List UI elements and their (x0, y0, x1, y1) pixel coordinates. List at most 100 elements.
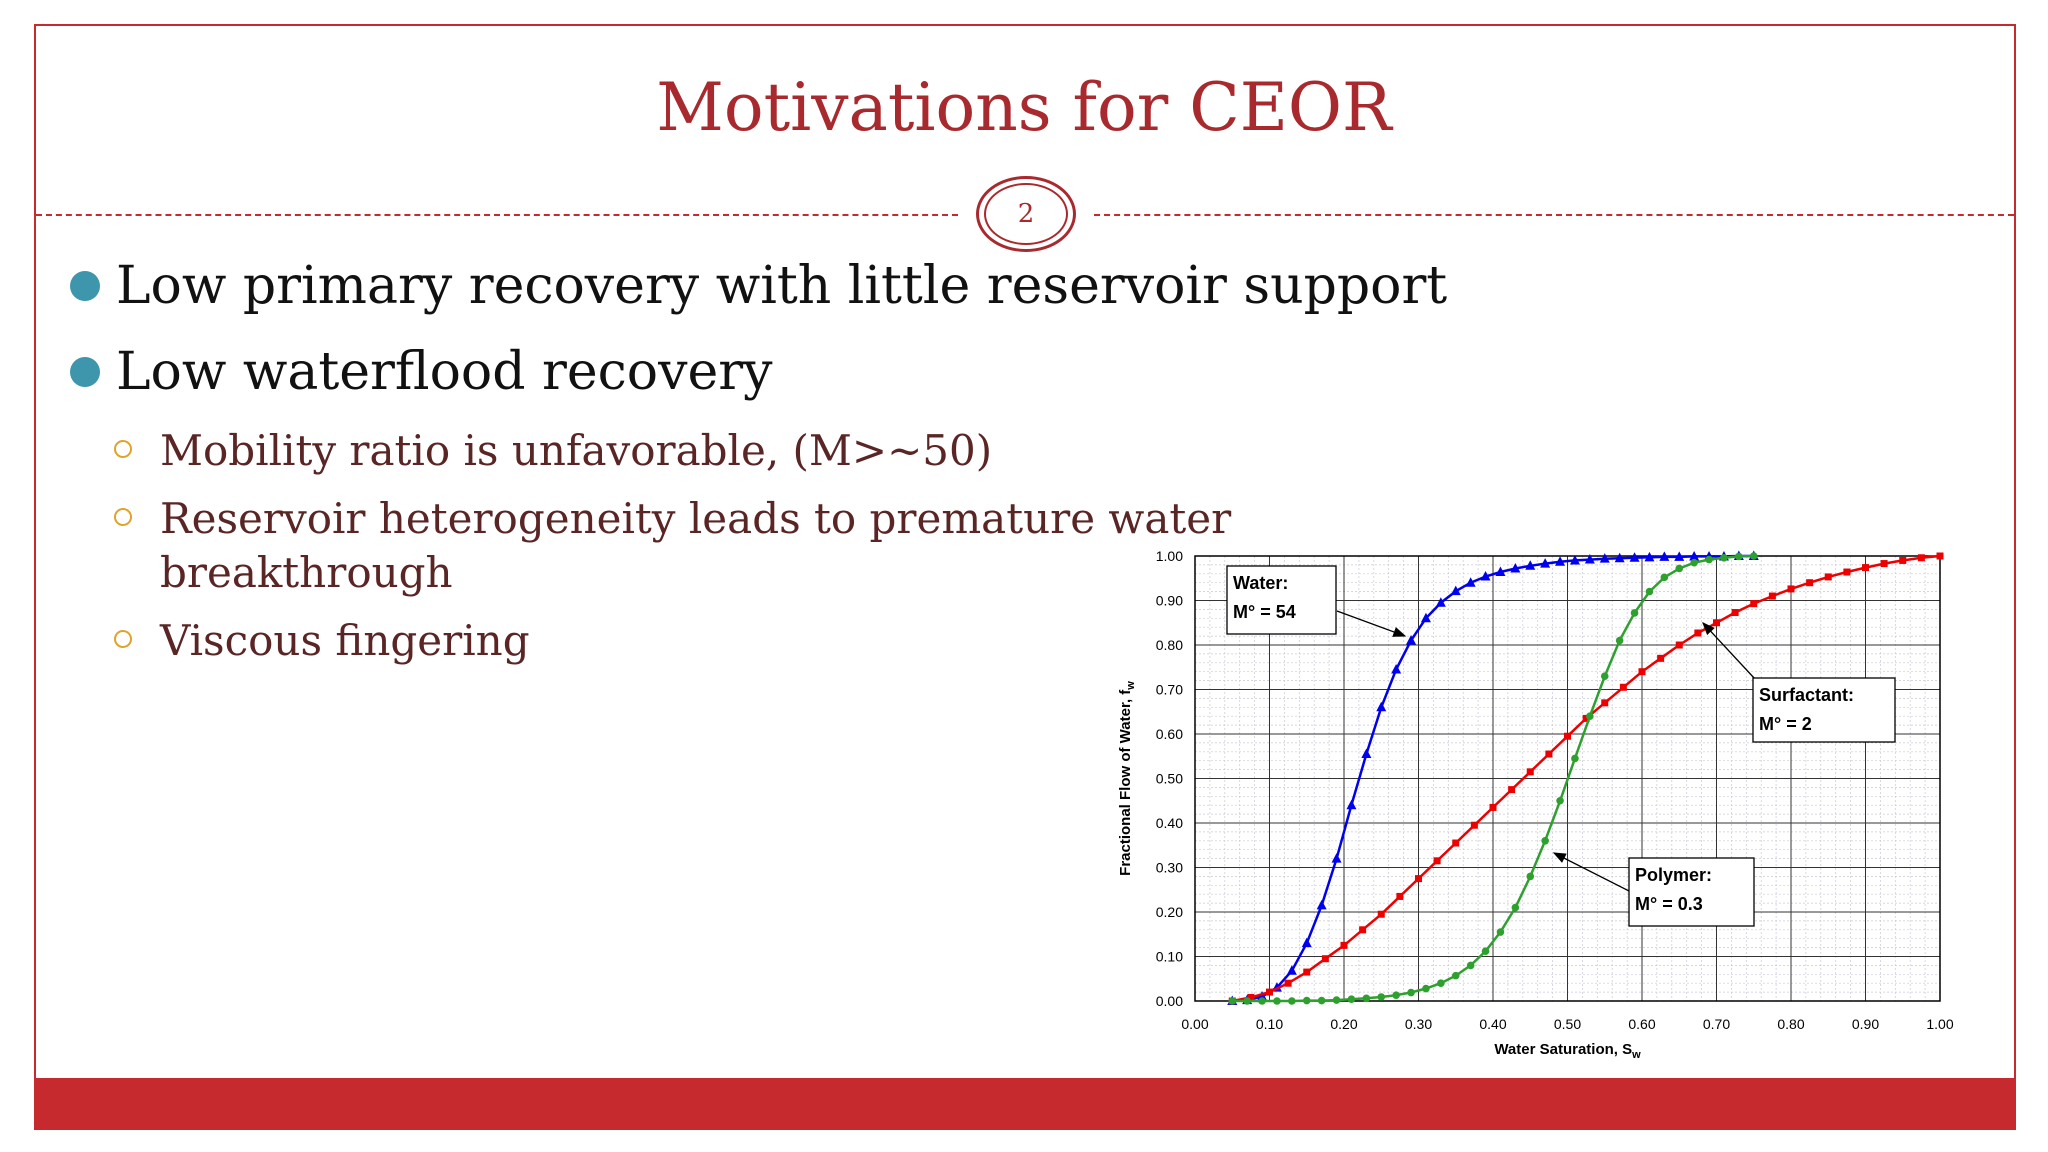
data-point (1917, 554, 1925, 562)
data-point (1749, 552, 1758, 560)
y-tick-label: 0.30 (1156, 860, 1183, 876)
data-point (1731, 609, 1739, 617)
title-divider-right (1094, 214, 2014, 216)
data-point (1470, 821, 1478, 829)
data-point (1301, 937, 1312, 948)
data-point (1713, 619, 1720, 627)
data-point (1407, 988, 1415, 997)
data-point (1629, 552, 1640, 562)
data-point (1615, 636, 1624, 645)
data-point (1541, 837, 1549, 845)
x-tick-label: 0.30 (1405, 1016, 1432, 1032)
annotation-surfactant: Surfactant: M° = 2 (1702, 622, 1896, 743)
data-point (1273, 997, 1281, 1005)
data-point (1466, 961, 1475, 970)
data-point (1705, 555, 1713, 564)
data-point (1376, 701, 1387, 712)
data-point (1481, 947, 1490, 955)
data-point (1391, 663, 1402, 674)
bullet-text: Low waterflood recovery (116, 342, 773, 402)
data-point (1582, 714, 1590, 722)
data-point (1266, 988, 1273, 996)
data-point (1346, 799, 1357, 810)
series-layer (1227, 550, 1944, 1005)
data-point (1359, 926, 1367, 934)
data-point (1630, 609, 1639, 617)
y-axis-label: Fractional Flow of Water, fw (1117, 681, 1137, 876)
title-divider-left (36, 214, 958, 216)
y-tick-label: 0.60 (1156, 726, 1183, 742)
data-point (1619, 683, 1627, 691)
data-point (1406, 635, 1417, 645)
data-point (1674, 551, 1685, 561)
data-point (1569, 554, 1580, 565)
annotation-polymer-box (1628, 857, 1755, 927)
sub-bullet-text: Reservoir heterogeneity leads to prematu… (160, 494, 1232, 543)
data-point (1768, 592, 1776, 600)
data-point (1899, 556, 1907, 564)
data-point (1347, 995, 1356, 1004)
bullet-primary-recovery: Low primary recovery with little reservo… (70, 256, 1447, 316)
data-point (1525, 560, 1536, 570)
data-point (1435, 597, 1446, 607)
data-point (1258, 997, 1266, 1005)
data-point (1735, 552, 1743, 561)
annotation-surfactant-line1: Surfactant: (1759, 685, 1854, 705)
y-tick-label: 0.80 (1156, 637, 1183, 653)
data-point (1450, 585, 1461, 596)
data-point (1526, 872, 1535, 881)
sub-bullet-mobility: Mobility ratio is unfavorable, (M>~50) (114, 424, 992, 478)
annotation-surfactant-box (1752, 677, 1896, 743)
surfactant-series (1228, 552, 1944, 1005)
x-tick-label: 0.70 (1703, 1016, 1730, 1032)
data-point (1243, 997, 1251, 1005)
data-point (1843, 568, 1851, 576)
data-point (1422, 984, 1430, 993)
data-point (1540, 558, 1551, 568)
data-point (1638, 668, 1646, 676)
data-point (1750, 600, 1758, 608)
data-point (1675, 564, 1684, 573)
plot-frame (1194, 555, 1941, 1002)
data-point (1302, 996, 1311, 1005)
page-number-ring (976, 176, 1076, 252)
data-point (1317, 996, 1326, 1005)
annotation-polymer-line1: Polymer: (1635, 865, 1712, 885)
y-tick-label: 1.00 (1156, 548, 1183, 564)
data-point (1284, 979, 1292, 987)
data-point (1644, 551, 1655, 562)
data-point (1571, 754, 1579, 763)
data-point (1415, 875, 1422, 883)
data-point (1340, 941, 1348, 949)
data-point (1526, 768, 1534, 776)
water-series (1227, 550, 1759, 1005)
annotation-surfactant-line2: M° = 2 (1759, 714, 1812, 734)
data-point (1377, 910, 1385, 918)
sub-bullet-heterogeneity: Reservoir heterogeneity leads to prematu… (114, 492, 1231, 600)
data-point (1600, 672, 1609, 680)
page-number: 2 (984, 183, 1068, 245)
data-point (1433, 857, 1441, 865)
data-point (1880, 560, 1888, 568)
bullet-dot-icon (70, 271, 100, 301)
annotation-water-arrow (1336, 610, 1407, 637)
data-point (1465, 577, 1476, 587)
data-point (1862, 564, 1869, 572)
y-tick-label: 0.40 (1156, 815, 1183, 831)
x-tick-label: 0.00 (1181, 1016, 1208, 1032)
annotation-surfactant-arrow (1702, 622, 1756, 680)
data-point (1689, 550, 1700, 561)
data-point (1288, 997, 1296, 1005)
fractional-flow-chart: 0.00 0.10 0.20 0.30 0.40 0.50 0.60 0.70 0.80 0.90… (1117, 548, 1954, 1061)
data-point (1321, 955, 1329, 963)
y-tick-label: 0.50 (1156, 771, 1183, 787)
data-point (1720, 553, 1728, 562)
data-point (1601, 699, 1609, 707)
sub-bullet-ring-icon (114, 440, 132, 458)
bullet-dot-icon (70, 357, 100, 387)
annotation-water-line1: Water: (1233, 573, 1288, 593)
x-axis-label: Water Saturation, Sw (1494, 1041, 1641, 1061)
data-point (1659, 551, 1670, 561)
annotation-polymer-arrow (1552, 852, 1630, 892)
data-point (1377, 993, 1386, 1001)
